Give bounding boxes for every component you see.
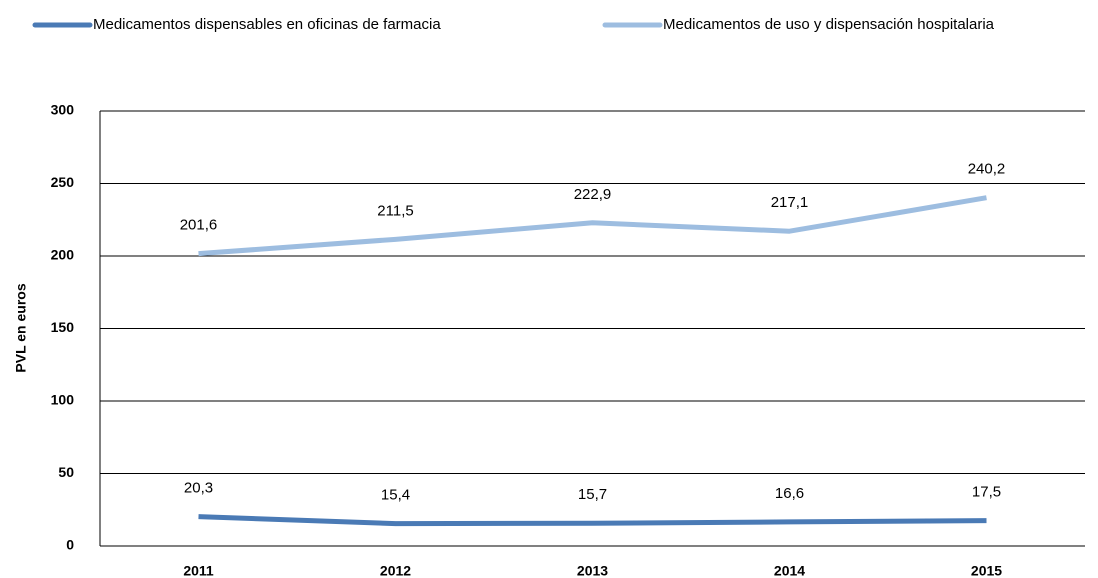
y-tick-label: 250 bbox=[51, 174, 75, 190]
y-tick-label: 50 bbox=[58, 464, 74, 480]
data-label: 16,6 bbox=[775, 485, 804, 502]
data-label: 211,5 bbox=[377, 202, 413, 219]
x-tick-label: 2014 bbox=[774, 563, 805, 578]
y-tick-label: 0 bbox=[66, 537, 74, 553]
line-series bbox=[198, 514, 987, 527]
legend-label: Medicamentos de uso y dispensación hospi… bbox=[663, 16, 995, 33]
legend-label: Medicamentos dispensables en oficinas de… bbox=[93, 16, 441, 33]
line-series bbox=[198, 195, 987, 257]
data-label: 240,2 bbox=[968, 161, 1006, 178]
y-tick-label: 100 bbox=[51, 392, 75, 408]
x-tick-label: 2011 bbox=[183, 563, 214, 578]
data-label: 20,3 bbox=[184, 480, 213, 497]
y-tick-label: 200 bbox=[51, 247, 75, 263]
y-axis-label: PVL en euros bbox=[13, 283, 29, 372]
data-label: 201,6 bbox=[180, 217, 218, 234]
y-tick-label: 300 bbox=[51, 102, 75, 118]
data-label: 17,5 bbox=[972, 484, 1001, 501]
data-label: 15,4 bbox=[381, 487, 410, 504]
y-tick-label: 150 bbox=[51, 319, 75, 335]
x-tick-label: 2013 bbox=[577, 563, 608, 578]
x-tick-label: 2015 bbox=[971, 563, 1002, 578]
data-label: 217,1 bbox=[771, 194, 809, 211]
data-label: 222,9 bbox=[574, 186, 612, 203]
data-label: 15,7 bbox=[578, 486, 607, 503]
x-tick-label: 2012 bbox=[380, 563, 411, 578]
